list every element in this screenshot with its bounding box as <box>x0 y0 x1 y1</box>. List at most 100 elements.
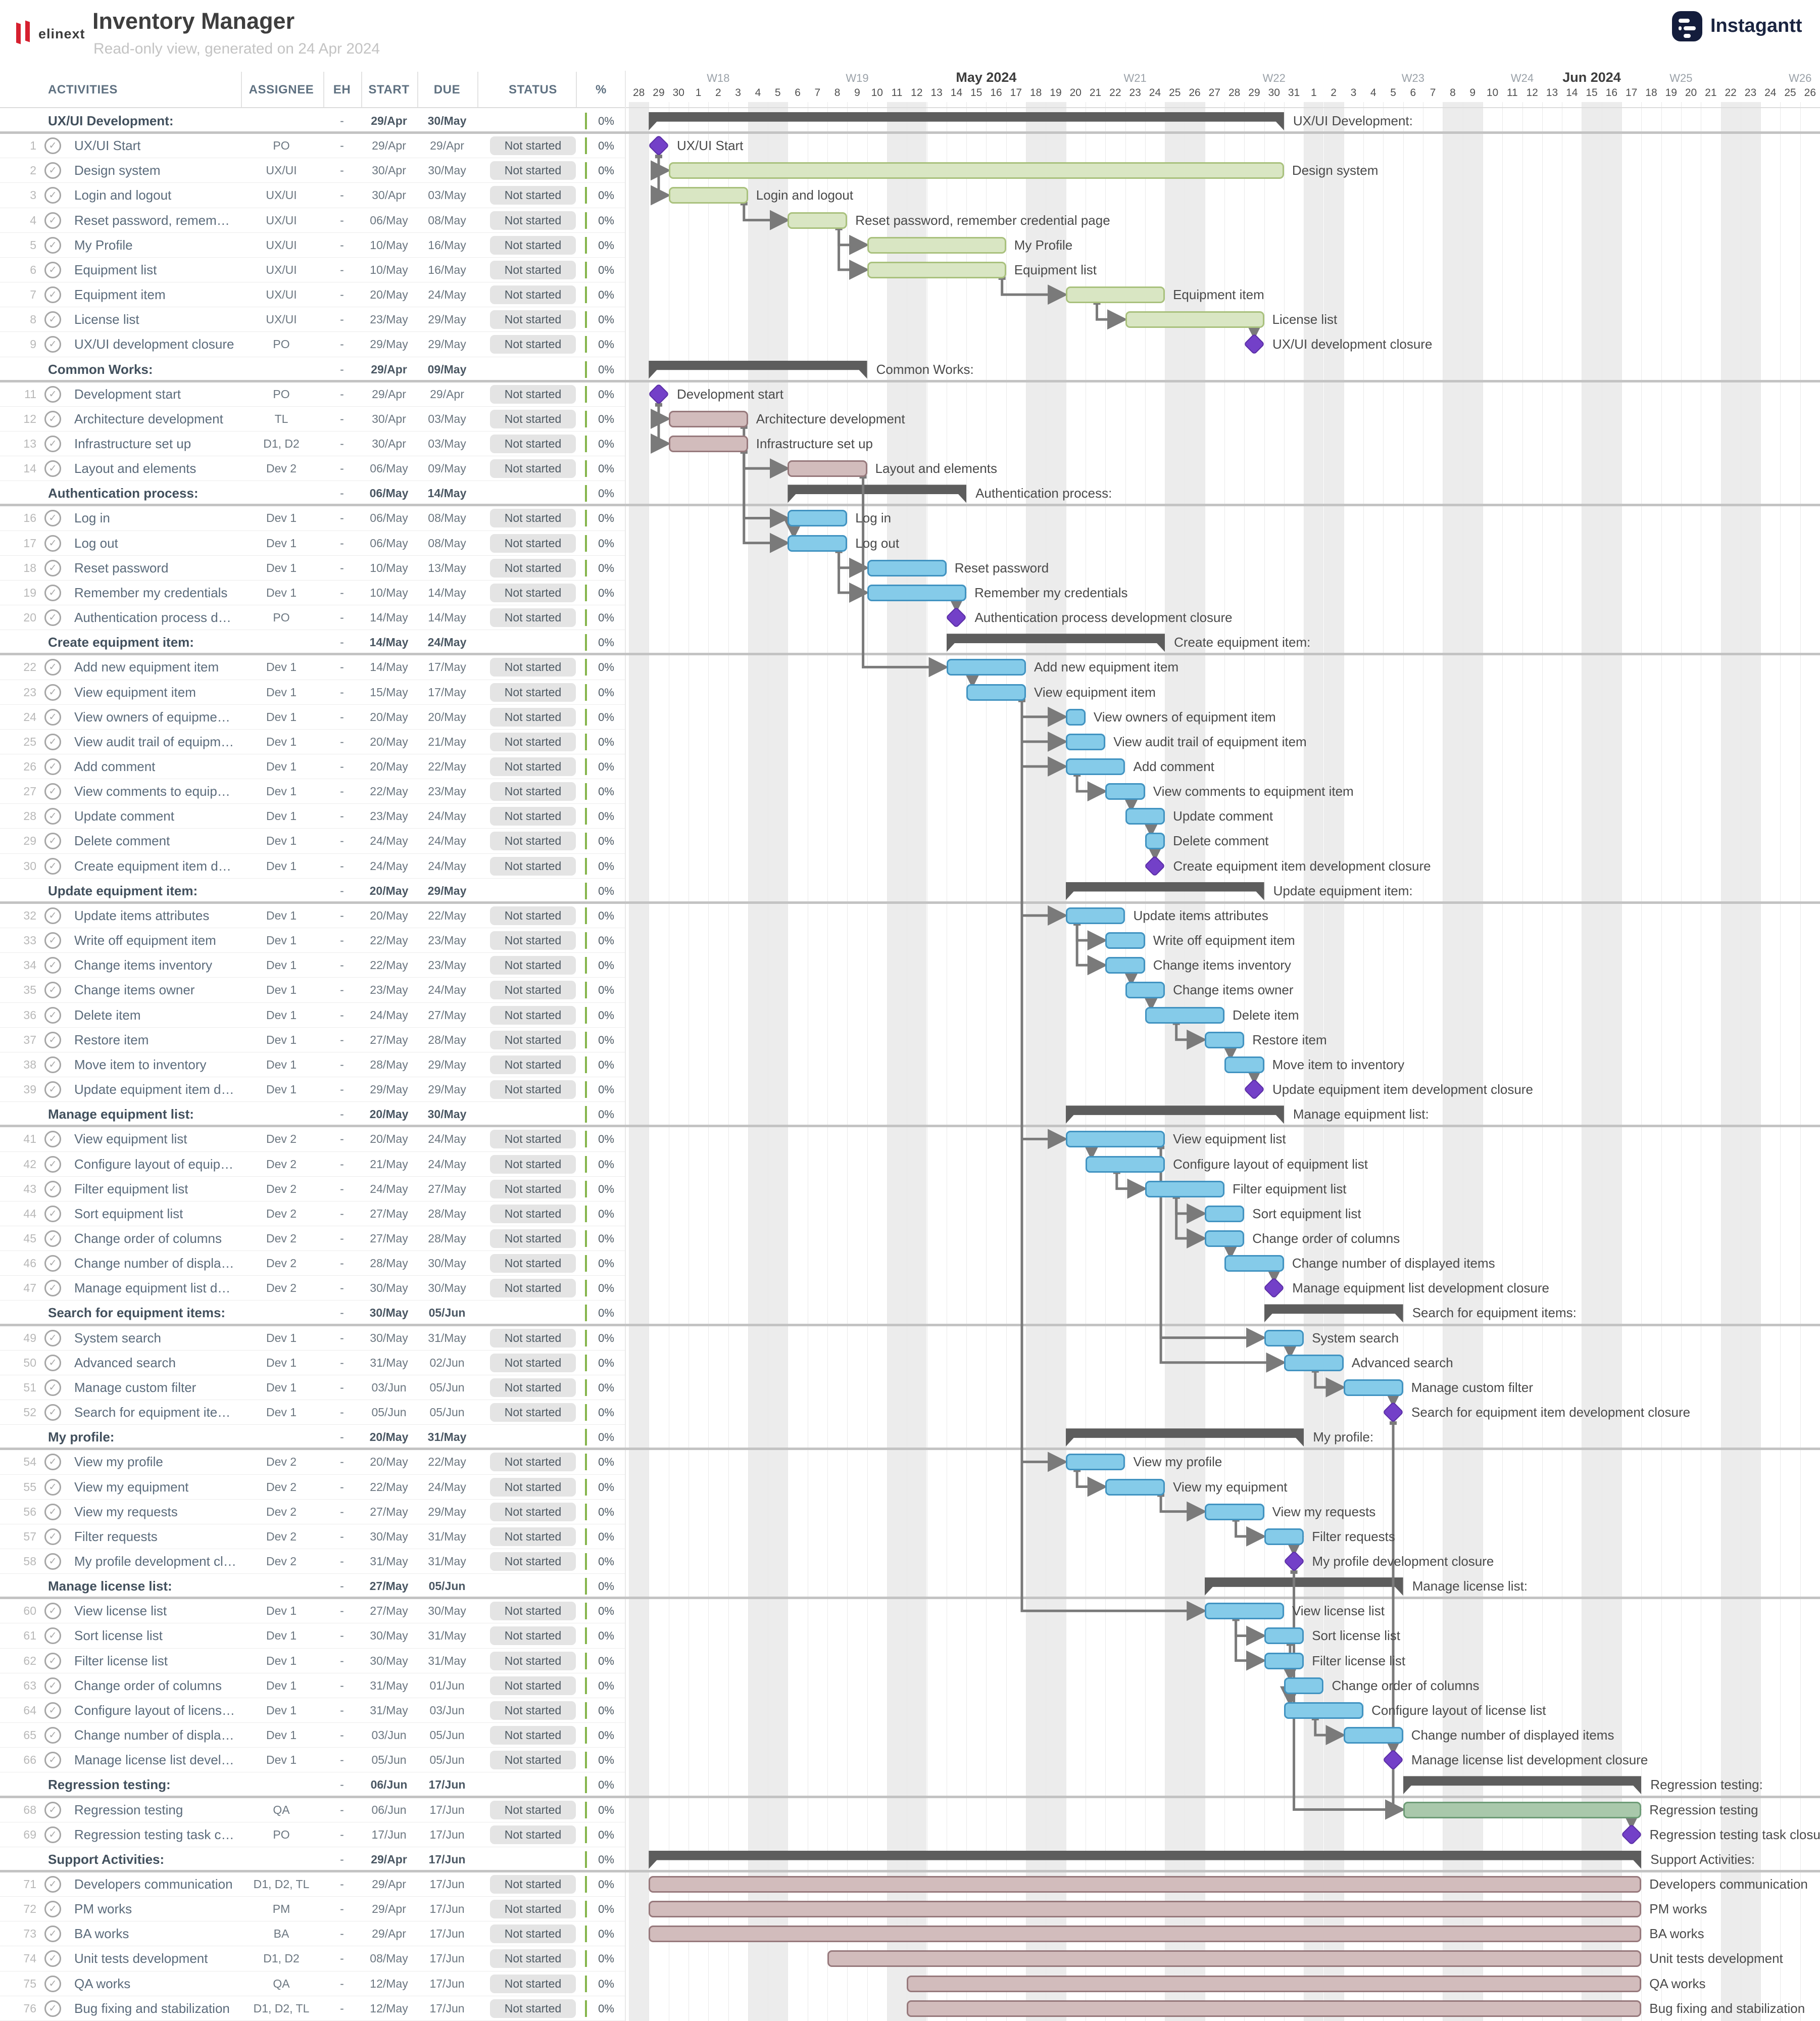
task-check-icon[interactable]: ✓ <box>44 1553 61 1570</box>
gantt-bar[interactable] <box>1085 1156 1165 1173</box>
gantt-bar[interactable] <box>1204 1603 1284 1620</box>
task-name[interactable]: Configure layout of license list <box>74 1702 237 1718</box>
task-name[interactable]: Layout and elements <box>74 461 196 476</box>
task-check-icon[interactable]: ✓ <box>44 1503 61 1520</box>
gantt-bar[interactable] <box>1264 1627 1304 1645</box>
gantt-bar[interactable] <box>1105 1478 1165 1496</box>
gantt-bar[interactable] <box>1105 932 1145 949</box>
task-name[interactable]: Manage custom filter <box>74 1379 196 1395</box>
task-check-icon[interactable]: ✓ <box>44 1131 61 1148</box>
gantt-bar[interactable] <box>1264 1329 1304 1346</box>
task-check-icon[interactable]: ✓ <box>44 1006 61 1024</box>
gantt-bar[interactable] <box>1065 733 1106 750</box>
task-name[interactable]: View audit trail of equipment item <box>74 734 237 749</box>
gantt-bar[interactable] <box>668 410 748 427</box>
task-name[interactable]: Manage equipment list development closur… <box>74 1280 237 1296</box>
gantt-bar[interactable] <box>788 510 848 527</box>
gantt-bar[interactable] <box>668 436 748 452</box>
task-check-icon[interactable]: ✓ <box>44 137 61 155</box>
gantt-bar[interactable] <box>1145 1180 1224 1197</box>
task-name[interactable]: Advanced search <box>74 1355 176 1370</box>
task-check-icon[interactable]: ✓ <box>44 1180 61 1197</box>
task-check-icon[interactable]: ✓ <box>44 1876 61 1893</box>
task-check-icon[interactable]: ✓ <box>44 1354 61 1371</box>
task-check-icon[interactable]: ✓ <box>44 286 61 304</box>
task-name[interactable]: View license list <box>74 1603 167 1619</box>
task-check-icon[interactable]: ✓ <box>44 1677 61 1694</box>
task-name[interactable]: Write off equipment item <box>74 933 216 948</box>
task-name[interactable]: Regression testing task closure <box>74 1826 237 1842</box>
task-name[interactable]: View comments to equipment item <box>74 784 237 799</box>
gantt-bar[interactable] <box>1065 1131 1165 1148</box>
gantt-bar[interactable] <box>1065 1454 1125 1471</box>
task-name[interactable]: Authentication process development closu… <box>74 610 237 625</box>
task-check-icon[interactable]: ✓ <box>44 1627 61 1645</box>
task-name[interactable]: Search for equipment item development cl… <box>74 1405 237 1420</box>
gantt-bar[interactable] <box>1125 808 1165 825</box>
gantt-bar[interactable] <box>1204 1503 1264 1520</box>
gantt-milestone[interactable] <box>648 383 670 405</box>
gantt-bar[interactable] <box>907 1975 1642 1992</box>
task-name[interactable]: My Profile <box>74 237 133 253</box>
gantt-bar[interactable] <box>1145 833 1165 850</box>
task-name[interactable]: Add comment <box>74 759 156 775</box>
task-name[interactable]: Development start <box>74 386 181 402</box>
task-check-icon[interactable]: ✓ <box>44 1752 61 1769</box>
task-check-icon[interactable]: ✓ <box>44 1329 61 1346</box>
task-check-icon[interactable]: ✓ <box>44 907 61 924</box>
task-name[interactable]: UX/UI development closure <box>74 336 234 352</box>
gantt-bar[interactable] <box>1343 1727 1403 1744</box>
gantt-bar[interactable] <box>1065 286 1165 304</box>
gantt-bar[interactable] <box>1264 1528 1304 1545</box>
gantt-bar[interactable] <box>1125 311 1264 328</box>
task-check-icon[interactable]: ✓ <box>44 783 61 800</box>
task-name[interactable]: Design system <box>74 163 161 178</box>
gantt-bar[interactable] <box>788 535 848 552</box>
gantt-milestone[interactable] <box>1144 855 1166 877</box>
gantt-bar[interactable] <box>867 584 967 601</box>
gantt-bar[interactable] <box>1105 783 1145 800</box>
task-name[interactable]: BA works <box>74 1926 129 1942</box>
gantt-milestone[interactable] <box>1382 1401 1404 1423</box>
task-check-icon[interactable]: ✓ <box>44 1230 61 1247</box>
task-name[interactable]: View my profile <box>74 1454 163 1470</box>
task-check-icon[interactable]: ✓ <box>44 2000 61 2017</box>
task-name[interactable]: Add new equipment item <box>74 659 219 675</box>
task-name[interactable]: Sort license list <box>74 1628 163 1644</box>
gantt-milestone[interactable] <box>1243 1078 1265 1100</box>
gantt-bar[interactable] <box>1284 1677 1324 1694</box>
task-name[interactable]: Log out <box>74 535 118 551</box>
gantt-bar[interactable] <box>907 2000 1642 2017</box>
instagantt-brand[interactable]: Instagantt <box>1672 11 1818 43</box>
gantt-bar[interactable] <box>1343 1379 1403 1396</box>
task-name[interactable]: Update comment <box>74 808 174 824</box>
task-check-icon[interactable]: ✓ <box>44 1926 61 1943</box>
gantt-bar[interactable] <box>1204 1031 1245 1048</box>
task-check-icon[interactable]: ✓ <box>44 982 61 999</box>
task-check-icon[interactable]: ✓ <box>44 1603 61 1620</box>
task-check-icon[interactable]: ✓ <box>44 261 61 278</box>
task-check-icon[interactable]: ✓ <box>44 236 61 254</box>
gantt-bar[interactable] <box>1204 1205 1245 1222</box>
gantt-bar[interactable] <box>668 162 1284 179</box>
gantt-bar[interactable] <box>788 212 848 229</box>
task-check-icon[interactable]: ✓ <box>44 1727 61 1744</box>
gantt-bar[interactable] <box>649 1876 1642 1893</box>
gantt-milestone[interactable] <box>1243 333 1265 355</box>
task-name[interactable]: Regression testing <box>74 1802 183 1817</box>
task-name[interactable]: Filter license list <box>74 1653 168 1668</box>
task-check-icon[interactable]: ✓ <box>44 1056 61 1073</box>
task-check-icon[interactable]: ✓ <box>44 708 61 726</box>
task-name[interactable]: Equipment item <box>74 287 166 303</box>
task-name[interactable]: View my equipment <box>74 1479 189 1495</box>
task-check-icon[interactable]: ✓ <box>44 460 61 477</box>
task-check-icon[interactable]: ✓ <box>44 1652 61 1669</box>
task-name[interactable]: Infrastructure set up <box>74 436 191 451</box>
task-check-icon[interactable]: ✓ <box>44 162 61 179</box>
task-check-icon[interactable]: ✓ <box>44 336 61 353</box>
gantt-bar[interactable] <box>649 1926 1642 1943</box>
task-check-icon[interactable]: ✓ <box>44 1156 61 1173</box>
task-check-icon[interactable]: ✓ <box>44 1031 61 1048</box>
task-name[interactable]: QA works <box>74 1976 131 1991</box>
task-name[interactable]: Move item to inventory <box>74 1056 207 1072</box>
